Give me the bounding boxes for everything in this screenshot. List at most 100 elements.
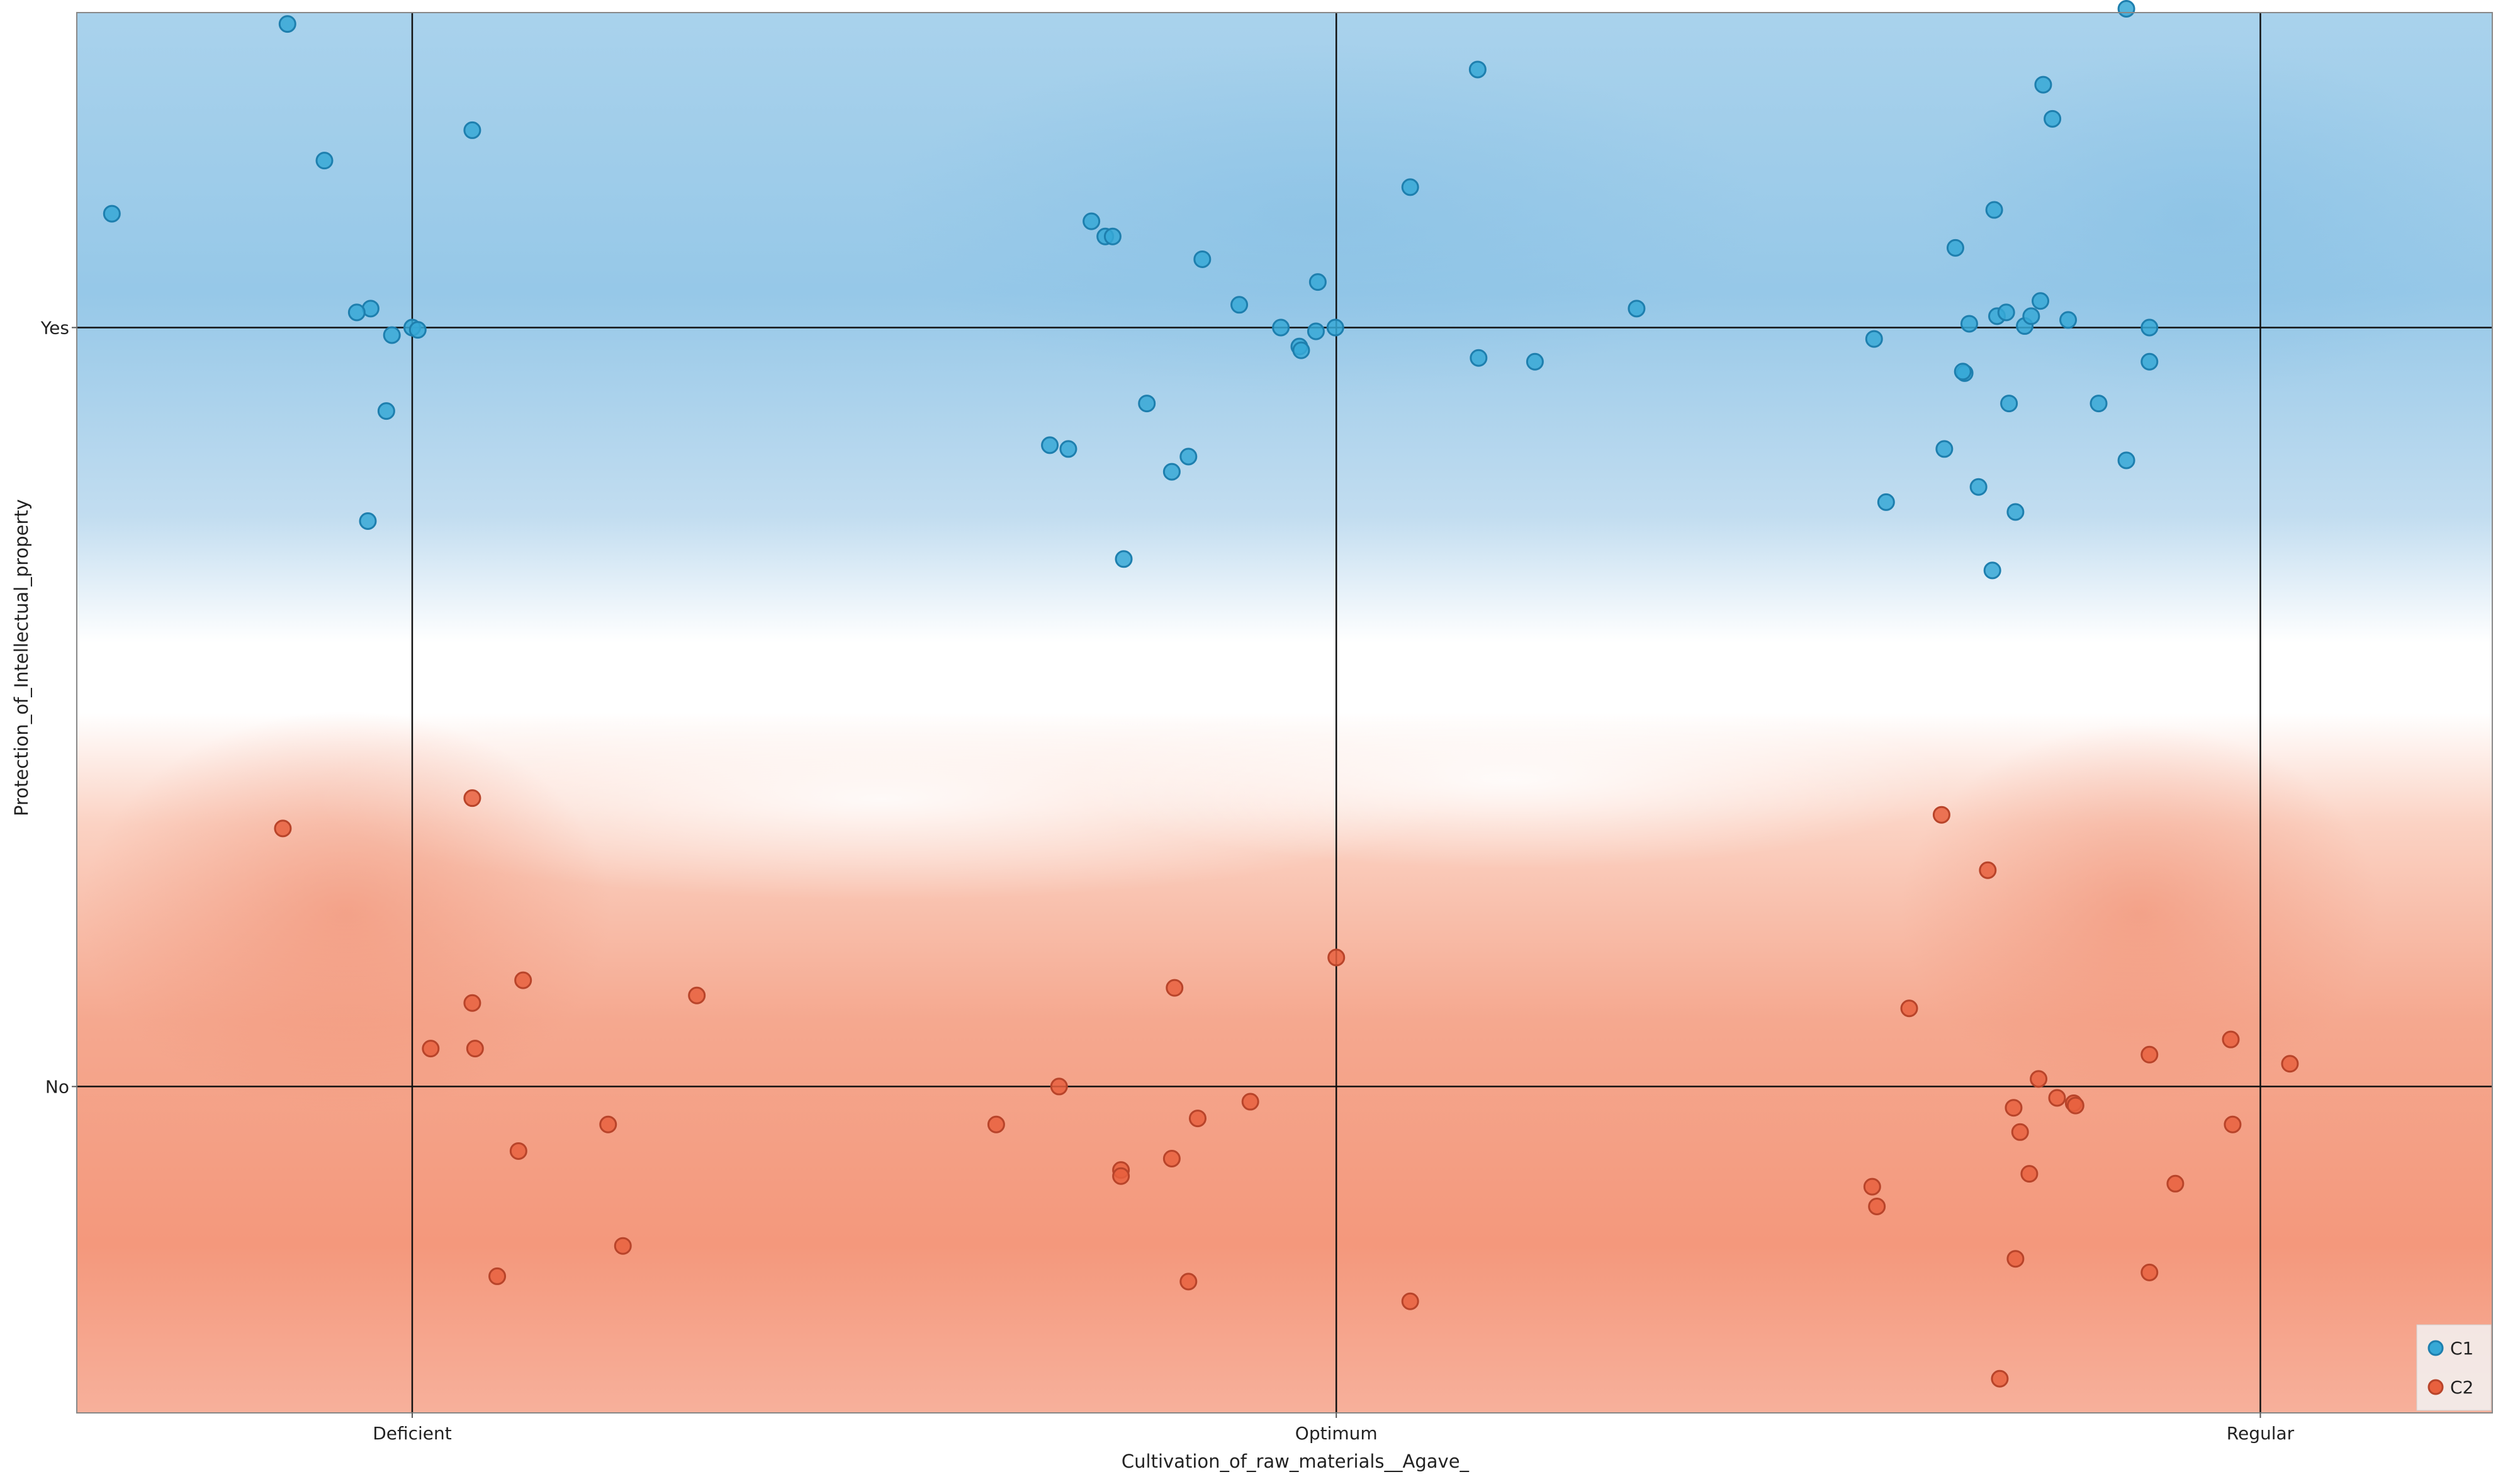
data-point-c2 xyxy=(509,1142,527,1160)
data-point-c1 xyxy=(1272,318,1290,337)
data-point-c2 xyxy=(1241,1093,1259,1111)
data-point-c2 xyxy=(1112,1167,1130,1185)
data-point-c1 xyxy=(2032,292,2050,310)
plot-frame xyxy=(76,12,2493,1414)
data-point-c2 xyxy=(1932,806,1950,824)
data-point-c2 xyxy=(466,1040,484,1058)
x-tick-label: Optimum xyxy=(1295,1423,1378,1444)
legend-label-c1: C1 xyxy=(2450,1338,2473,1359)
data-point-c1 xyxy=(1179,447,1198,466)
data-point-c1 xyxy=(2000,395,2018,413)
data-point-c1 xyxy=(1059,440,1077,458)
data-point-c1 xyxy=(1138,395,1156,413)
data-point-c2 xyxy=(688,986,706,1004)
x-axis: Deficient Optimum Regular xyxy=(373,1413,2295,1444)
data-point-c1 xyxy=(1115,550,1133,568)
data-point-c2 xyxy=(599,1115,617,1133)
legend-label-c2: C2 xyxy=(2450,1377,2473,1398)
data-point-c1 xyxy=(1983,561,2001,580)
data-point-c1 xyxy=(1041,436,1059,454)
data-point-c1 xyxy=(103,205,121,223)
data-point-c2 xyxy=(1863,1178,1881,1196)
probability-blob xyxy=(1901,724,2379,1101)
data-point-c1 xyxy=(1307,322,1325,340)
legend-box xyxy=(2416,1324,2492,1411)
data-point-c2 xyxy=(463,994,481,1012)
data-point-c1 xyxy=(383,326,401,344)
data-point-c2 xyxy=(2006,1250,2025,1268)
data-point-c1 xyxy=(1985,201,2003,219)
series-c2 xyxy=(274,789,2299,1388)
probability-blob xyxy=(1920,44,2486,396)
data-point-c1 xyxy=(1401,178,1419,196)
data-point-c2 xyxy=(2140,1045,2159,1064)
probability-blob xyxy=(881,44,1762,396)
y-axis-title: Protection_of_Intellectual_property xyxy=(11,499,32,816)
data-point-c2 xyxy=(2222,1030,2240,1048)
data-point-c2 xyxy=(1166,979,1184,997)
x-tick-label: Regular xyxy=(2227,1423,2295,1444)
data-point-c1 xyxy=(1960,315,1978,333)
data-point-c2 xyxy=(2048,1089,2066,1107)
data-point-c1 xyxy=(2090,395,2108,413)
data-point-c1 xyxy=(1103,227,1122,245)
data-point-c2 xyxy=(1979,861,1997,879)
boundary-white-dip xyxy=(1070,692,1951,868)
data-point-c2 xyxy=(2166,1174,2185,1193)
data-point-c1 xyxy=(347,303,366,322)
data-point-c2 xyxy=(1900,999,1918,1018)
data-point-c1 xyxy=(2022,307,2040,325)
data-point-c1 xyxy=(1877,493,1895,511)
y-tick-label: No xyxy=(45,1076,69,1097)
data-point-c1 xyxy=(2140,352,2159,371)
legend: C1 C2 xyxy=(2416,1324,2492,1411)
data-points xyxy=(103,0,2299,1388)
data-point-c1 xyxy=(1954,363,1972,381)
data-point-c1 xyxy=(1628,300,1646,318)
data-point-c2 xyxy=(488,1267,507,1285)
data-point-c2 xyxy=(274,819,292,838)
data-point-c2 xyxy=(463,789,481,807)
data-point-c1 xyxy=(2059,311,2078,329)
data-point-c1 xyxy=(1865,330,1883,348)
data-point-c1 xyxy=(1292,341,1310,359)
data-point-c2 xyxy=(1179,1273,1198,1291)
data-point-c1 xyxy=(1308,273,1327,291)
data-point-c2 xyxy=(987,1115,1005,1133)
x-tick-label: Deficient xyxy=(373,1423,452,1444)
data-point-c1 xyxy=(1946,239,1964,257)
data-point-c1 xyxy=(278,15,296,33)
data-point-c2 xyxy=(614,1237,632,1255)
data-point-c1 xyxy=(1969,478,1988,496)
data-point-c1 xyxy=(2117,451,2135,469)
data-point-c1 xyxy=(2006,503,2025,521)
data-point-c2 xyxy=(1991,1369,2009,1388)
data-point-c2 xyxy=(2140,1263,2159,1281)
plot-background xyxy=(77,13,2492,1413)
data-point-c1 xyxy=(1193,250,1212,268)
data-point-c2 xyxy=(1050,1077,1068,1096)
data-point-c2 xyxy=(514,971,532,989)
data-point-c2 xyxy=(422,1040,440,1058)
data-point-c1 xyxy=(1083,212,1101,230)
data-point-c2 xyxy=(1162,1150,1181,1168)
data-point-c1 xyxy=(2044,110,2062,128)
data-point-c1 xyxy=(463,121,481,139)
y-axis: No Yes xyxy=(40,317,77,1097)
data-point-c1 xyxy=(377,402,395,420)
data-point-c2 xyxy=(2011,1123,2029,1141)
data-point-c2 xyxy=(1327,948,1346,967)
legend-marker-c1 xyxy=(2427,1340,2444,1356)
data-point-c1 xyxy=(1526,352,1544,371)
series-c1 xyxy=(103,0,2159,580)
data-point-c1 xyxy=(1935,440,1954,458)
data-point-c1 xyxy=(2034,76,2052,94)
data-point-c1 xyxy=(1468,60,1487,79)
data-point-c1 xyxy=(1162,463,1181,481)
data-point-c1 xyxy=(1230,296,1249,314)
data-point-c1 xyxy=(1326,318,1344,337)
legend-marker-c2 xyxy=(2427,1379,2444,1395)
data-point-c2 xyxy=(2020,1165,2039,1183)
data-point-c1 xyxy=(2117,0,2135,18)
